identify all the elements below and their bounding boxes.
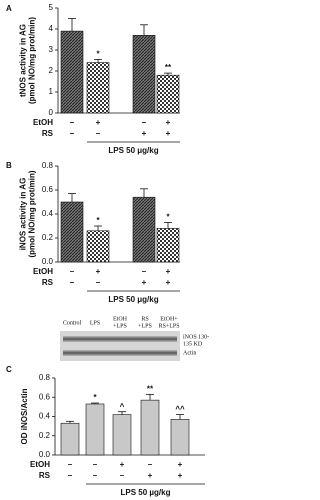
y-axis-label: iNOS activity in AG [19, 178, 28, 251]
panel-label: C [6, 365, 12, 374]
lane-label: LPS [90, 320, 100, 326]
row-mark: + [96, 118, 101, 127]
row-mark: + [142, 129, 147, 138]
actin-band [63, 350, 177, 356]
row-mark: + [166, 278, 171, 287]
significance-marker: * [166, 213, 170, 222]
bar [156, 228, 180, 263]
y-tick-label: 4 [49, 24, 54, 33]
y-axis-label: (pmol NO/mg prot/min) [28, 17, 37, 104]
row-mark: – [93, 471, 98, 480]
y-axis-label: (pmol NO/mg prot/min) [28, 170, 37, 257]
significance-marker: * [96, 50, 100, 59]
western-blot: Control LPS EtOH +LPS RS +LPS EtOH+ RS+L… [60, 316, 209, 361]
row-mark: – [142, 267, 147, 276]
row-mark: + [178, 471, 183, 480]
lane-label: RS [141, 316, 148, 322]
row-mark: – [70, 278, 75, 287]
y-tick-label: 0.8 [39, 373, 51, 382]
row-mark: – [93, 460, 98, 469]
significance-marker: ^^ [175, 405, 185, 414]
row-mark: + [166, 267, 171, 276]
significance-marker: ** [165, 63, 172, 72]
bar [60, 30, 84, 114]
row-mark: – [68, 471, 73, 480]
bar [85, 403, 105, 456]
row-mark: – [142, 118, 147, 127]
lane-label: RS+LPS [158, 323, 179, 329]
row-label: RS [39, 471, 51, 480]
bar [112, 414, 132, 456]
bar [86, 62, 110, 114]
row-mark: – [148, 460, 153, 469]
y-tick-label: 0.0 [42, 257, 54, 266]
significance-marker: * [96, 216, 100, 225]
row-mark: – [70, 267, 75, 276]
y-tick-label: 0.0 [39, 450, 51, 459]
inos-band [63, 336, 177, 342]
row-mark: + [120, 460, 125, 469]
row-label: RS [42, 129, 54, 138]
row-mark: – [96, 278, 101, 287]
y-tick-label: 0.4 [42, 209, 54, 218]
row-mark: – [68, 460, 73, 469]
row-label: RS [42, 278, 54, 287]
row-mark: – [70, 129, 75, 138]
significance-marker: ** [147, 384, 154, 393]
x-axis-label: LPS 50 μg/kg [108, 146, 158, 155]
bar [132, 34, 156, 114]
bar [60, 201, 84, 263]
row-label: EtOH [30, 460, 50, 469]
row-mark: + [142, 278, 147, 287]
figure: Control LPS EtOH +LPS RS +LPS EtOH+ RS+L… [6, 3, 209, 497]
y-tick-label: 0.2 [42, 233, 54, 242]
bar [86, 230, 110, 263]
lane-label: +LPS [113, 323, 127, 329]
bar [170, 419, 190, 456]
lane-label: +LPS [138, 323, 152, 329]
y-tick-label: 1 [49, 87, 54, 96]
y-tick-label: 2 [49, 66, 54, 75]
band-label: Actin [183, 350, 196, 356]
row-label: EtOH [33, 118, 53, 127]
row-mark: – [96, 129, 101, 138]
y-tick-label: 0 [49, 108, 54, 117]
row-mark: + [166, 129, 171, 138]
bar [60, 422, 80, 456]
blot-membrane [60, 331, 180, 361]
y-tick-label: 0.8 [42, 161, 54, 170]
bar [140, 399, 160, 456]
y-tick-label: 0.4 [39, 412, 51, 421]
y-tick-label: 0.6 [42, 185, 54, 194]
panel-label: A [6, 4, 12, 13]
row-mark: + [96, 267, 101, 276]
significance-marker: * [93, 393, 97, 402]
lane-label: Control [63, 320, 82, 326]
significance-marker: ^ [120, 402, 125, 411]
row-label: EtOH [33, 267, 53, 276]
bar [132, 196, 156, 263]
y-tick-label: 0.6 [39, 392, 51, 401]
y-tick-label: 3 [49, 45, 54, 54]
bar [156, 74, 180, 114]
lane-label: EtOH+ [160, 316, 178, 322]
y-axis-label: tNOS activity in AG [19, 24, 28, 97]
y-axis-label: OD iNOS/Actin [20, 388, 29, 444]
y-tick-label: 0.2 [39, 431, 51, 440]
band-label: 135 KD [183, 341, 203, 347]
lane-label: EtOH [113, 316, 128, 322]
row-mark: + [148, 471, 153, 480]
row-mark: + [166, 118, 171, 127]
x-axis-label: LPS 50 µg/kg [121, 488, 171, 497]
row-mark: – [70, 118, 75, 127]
y-tick-label: 5 [49, 3, 54, 12]
band-label: iNOS 130- [183, 334, 209, 340]
panel-label: B [6, 161, 12, 170]
x-axis-label: LPS 50 μg/kg [108, 295, 158, 304]
row-mark: + [178, 460, 183, 469]
row-mark: – [120, 471, 125, 480]
